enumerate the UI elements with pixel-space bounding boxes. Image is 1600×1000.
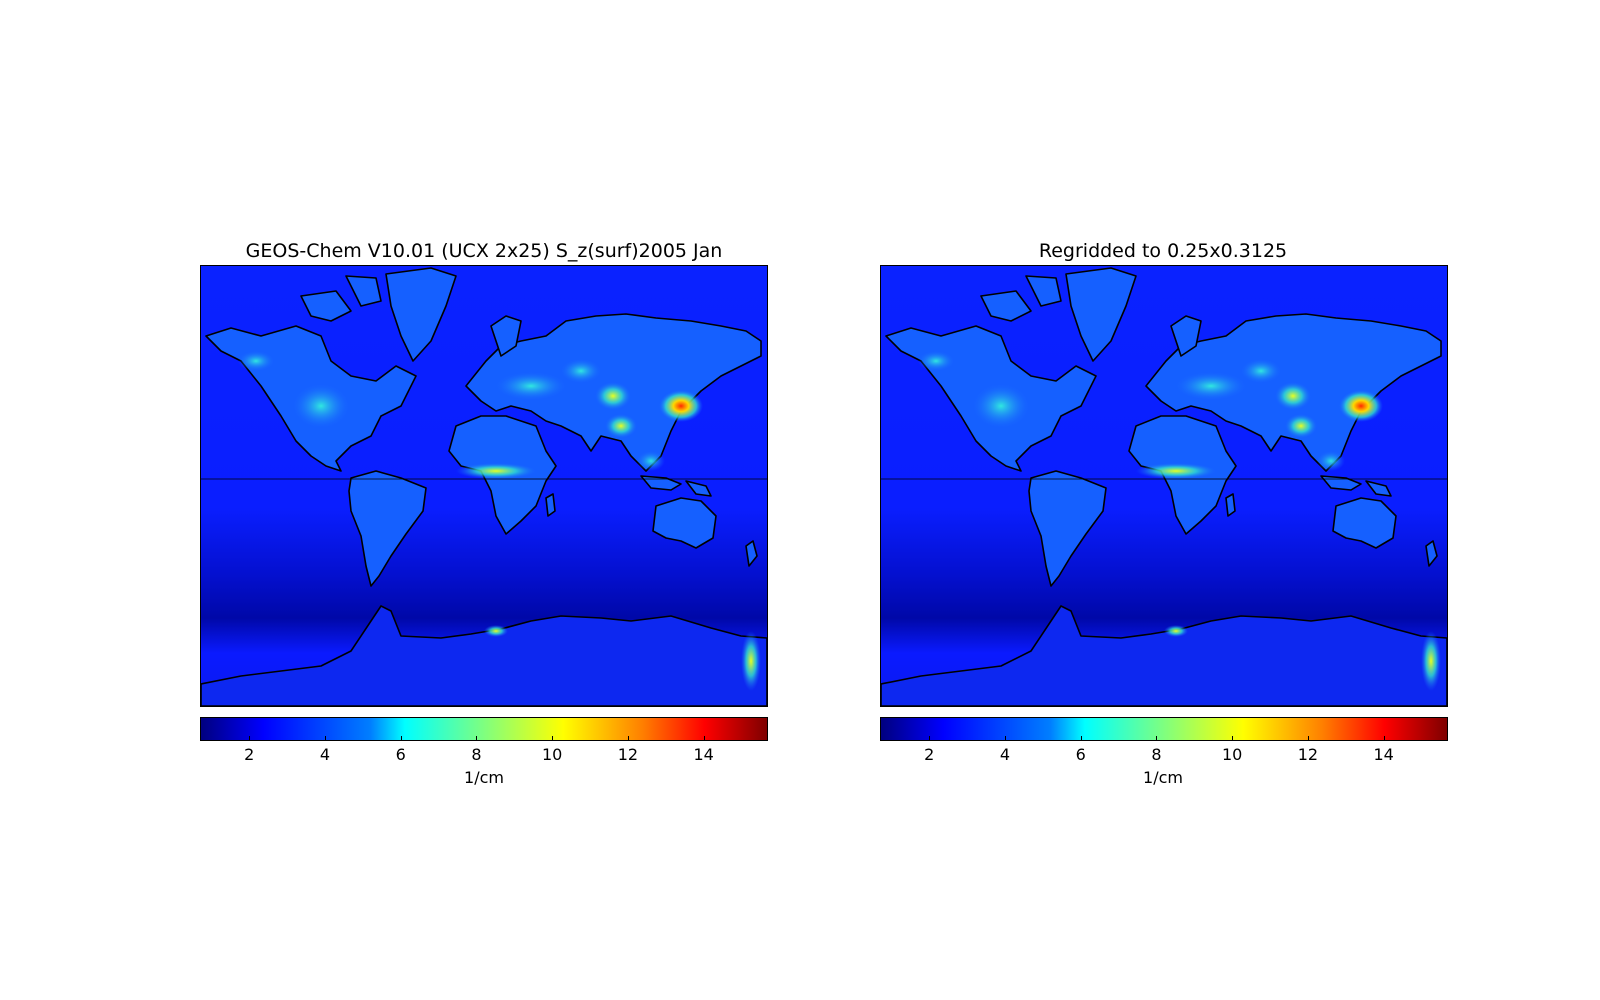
colorbar-tick	[552, 736, 554, 741]
colorbar-tick	[400, 736, 402, 741]
colorbar-tick-label: 2	[244, 745, 255, 764]
colorbar-tick-label: 14	[1373, 745, 1394, 764]
colorbar-tick-label: 10	[1221, 745, 1243, 764]
map-canvas	[201, 266, 767, 706]
colorbar-tick	[1156, 736, 1158, 741]
colorbar-tick	[249, 736, 251, 741]
colorbar-tick-label: 10	[541, 745, 563, 764]
colorbar-tick-label: 8	[471, 745, 482, 764]
colorbar-tick	[1232, 736, 1234, 741]
colorbar-tick-label: 6	[395, 745, 406, 764]
colorbar-tick	[476, 736, 478, 741]
colorbar-tick-label: 4	[319, 745, 331, 764]
colorbar-label: 1/cm	[1143, 768, 1183, 787]
colorbar-tick-label: 4	[999, 745, 1011, 764]
colorbar-tick	[324, 736, 326, 741]
colorbar	[200, 717, 768, 741]
world-map	[880, 265, 1448, 707]
map-canvas	[881, 266, 1447, 706]
map-title: Regridded to 0.25x0.3125	[1038, 240, 1288, 262]
world-map	[200, 265, 768, 707]
colorbar-tick-label: 12	[617, 745, 639, 764]
colorbar-tick-label: 6	[1075, 745, 1086, 764]
colorbar-tick	[1080, 736, 1082, 741]
colorbar-tick-label: 14	[693, 745, 714, 764]
colorbar-tick	[929, 736, 931, 741]
colorbar	[880, 717, 1448, 741]
map-title: GEOS-Chem V10.01 (UCX 2x25) S_z(surf)200…	[245, 240, 723, 262]
colorbar-tick	[627, 736, 629, 741]
colorbar-tick-label: 2	[924, 745, 935, 764]
colorbar-label: 1/cm	[464, 768, 504, 787]
colorbar-tick	[1307, 736, 1309, 741]
colorbar-tick	[1004, 736, 1006, 741]
colorbar-tick-label: 12	[1297, 745, 1319, 764]
colorbar-tick-label: 8	[1151, 745, 1162, 764]
colorbar-tick	[1383, 736, 1385, 741]
colorbar-tick	[703, 736, 705, 741]
